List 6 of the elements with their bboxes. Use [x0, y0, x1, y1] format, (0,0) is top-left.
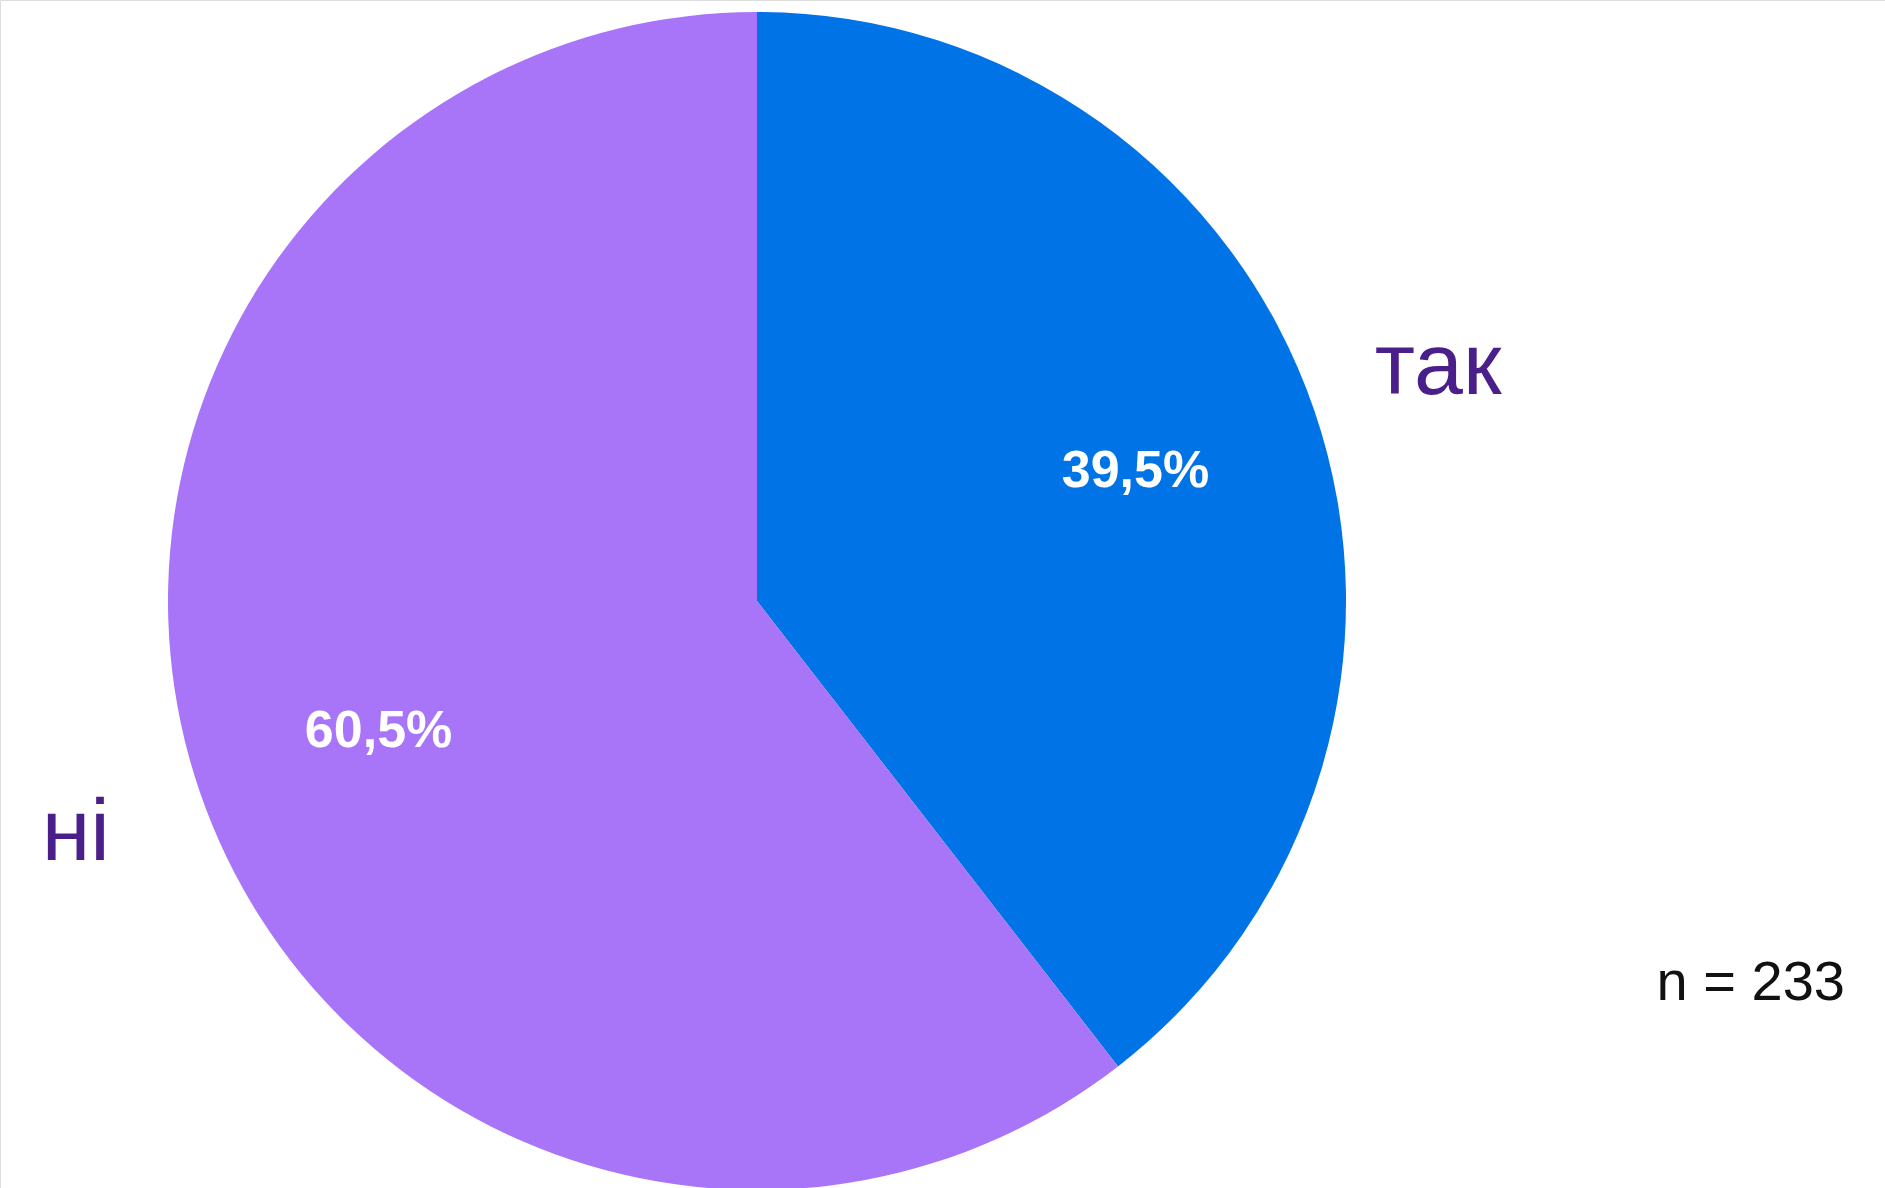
data-label: 39,5% — [1061, 440, 1210, 499]
text: n = 233 — [1656, 949, 1845, 1012]
slice-label: ні — [41, 780, 110, 880]
slice-label: так — [1374, 313, 1503, 413]
data-label: 60,5% — [304, 699, 453, 758]
pie-slice — [757, 12, 1346, 1067]
